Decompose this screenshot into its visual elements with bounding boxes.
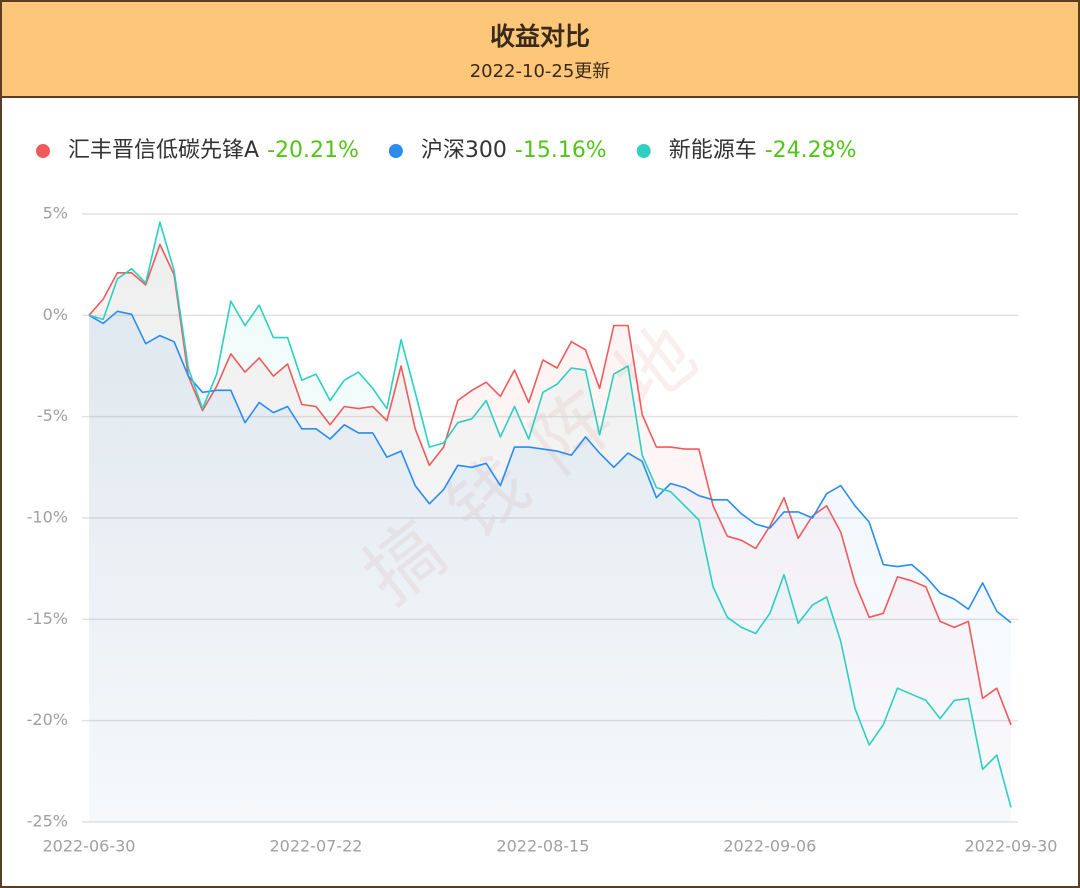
legend-label: 沪深300 [421, 138, 507, 163]
x-tick-label: 2022-09-06 [723, 837, 816, 856]
x-tick-label: 2022-07-22 [269, 837, 362, 856]
series-line [88, 221, 1012, 808]
chart-title: 收益对比 [490, 22, 590, 51]
series-area [89, 222, 1011, 823]
x-tick-label: 2022-09-30 [965, 837, 1058, 856]
legend-value: -20.21% [267, 138, 359, 163]
y-tick-label: -25% [27, 812, 68, 831]
y-tick-label: -20% [27, 710, 68, 729]
x-tick-label: 2022-06-30 [43, 837, 136, 856]
y-tick-label: 5% [43, 204, 68, 223]
legend-marker [36, 144, 50, 158]
legend-label: 新能源车 [669, 138, 757, 163]
legend-marker [636, 144, 651, 158]
x-tick-label: 2022-08-15 [496, 837, 589, 856]
y-tick-label: -15% [27, 609, 68, 628]
y-tick-label: 0% [43, 305, 68, 324]
legend-label: 汇丰晋信低碳先锋A [68, 138, 259, 163]
y-tick-label: -5% [37, 406, 68, 425]
legend-value: -24.28% [765, 138, 857, 163]
series-line [88, 243, 1012, 726]
series-line [88, 310, 1012, 624]
header [1, 1, 1079, 97]
legend-marker [388, 144, 403, 158]
y-tick-label: -10% [27, 508, 68, 527]
legend-value: -15.16% [515, 138, 607, 163]
chart-subtitle: 2022-10-25更新 [470, 61, 611, 82]
